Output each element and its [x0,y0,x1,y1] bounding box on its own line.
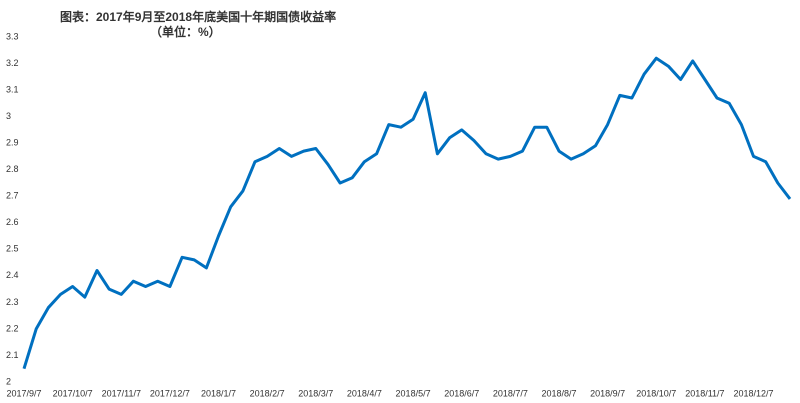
x-tick-label: 2018/2/7 [250,388,285,398]
chart-subtitle: （单位：%） [150,24,221,39]
x-tick-label: 2018/8/7 [541,388,576,398]
y-tick-label: 3.1 [6,84,19,94]
x-tick-label: 2018/12/7 [734,388,774,398]
y-tick-label: 2.2 [6,323,19,333]
x-tick-label: 2018/10/7 [636,388,676,398]
y-tick-label: 2 [6,376,11,386]
x-tick-label: 2017/12/7 [150,388,190,398]
x-tick-label: 2018/9/7 [590,388,625,398]
y-tick-label: 2.5 [6,244,19,254]
y-tick-label: 2.3 [6,297,19,307]
y-tick-label: 2.8 [6,164,19,174]
x-tick-label: 2018/4/7 [347,388,382,398]
x-tick-label: 2017/9/7 [6,388,41,398]
y-tick-label: 2.4 [6,270,19,280]
x-tick-label: 2018/3/7 [298,388,333,398]
y-tick-label: 2.6 [6,217,19,227]
chart-title: 图表：2017年9月至2018年底美国十年期国债收益率 [60,9,336,24]
y-tick-label: 2.1 [6,350,19,360]
y-tick-label: 2.9 [6,138,19,148]
y-tick-label: 3.2 [6,58,19,68]
line [22,56,792,370]
x-tick-label: 2017/11/7 [102,388,141,398]
x-tick-label: 2018/6/7 [444,388,479,398]
x-tick-label: 2017/10/7 [53,388,93,398]
y-tick-label: 3 [6,111,11,121]
y-tick-label: 2.7 [6,191,19,201]
y-tick-label: 3.3 [6,31,19,41]
x-tick-label: 2018/7/7 [493,388,528,398]
x-tick-label: 2018/11/7 [685,388,724,398]
x-tick-label: 2018/1/7 [201,388,236,398]
x-tick-label: 2018/5/7 [396,388,431,398]
